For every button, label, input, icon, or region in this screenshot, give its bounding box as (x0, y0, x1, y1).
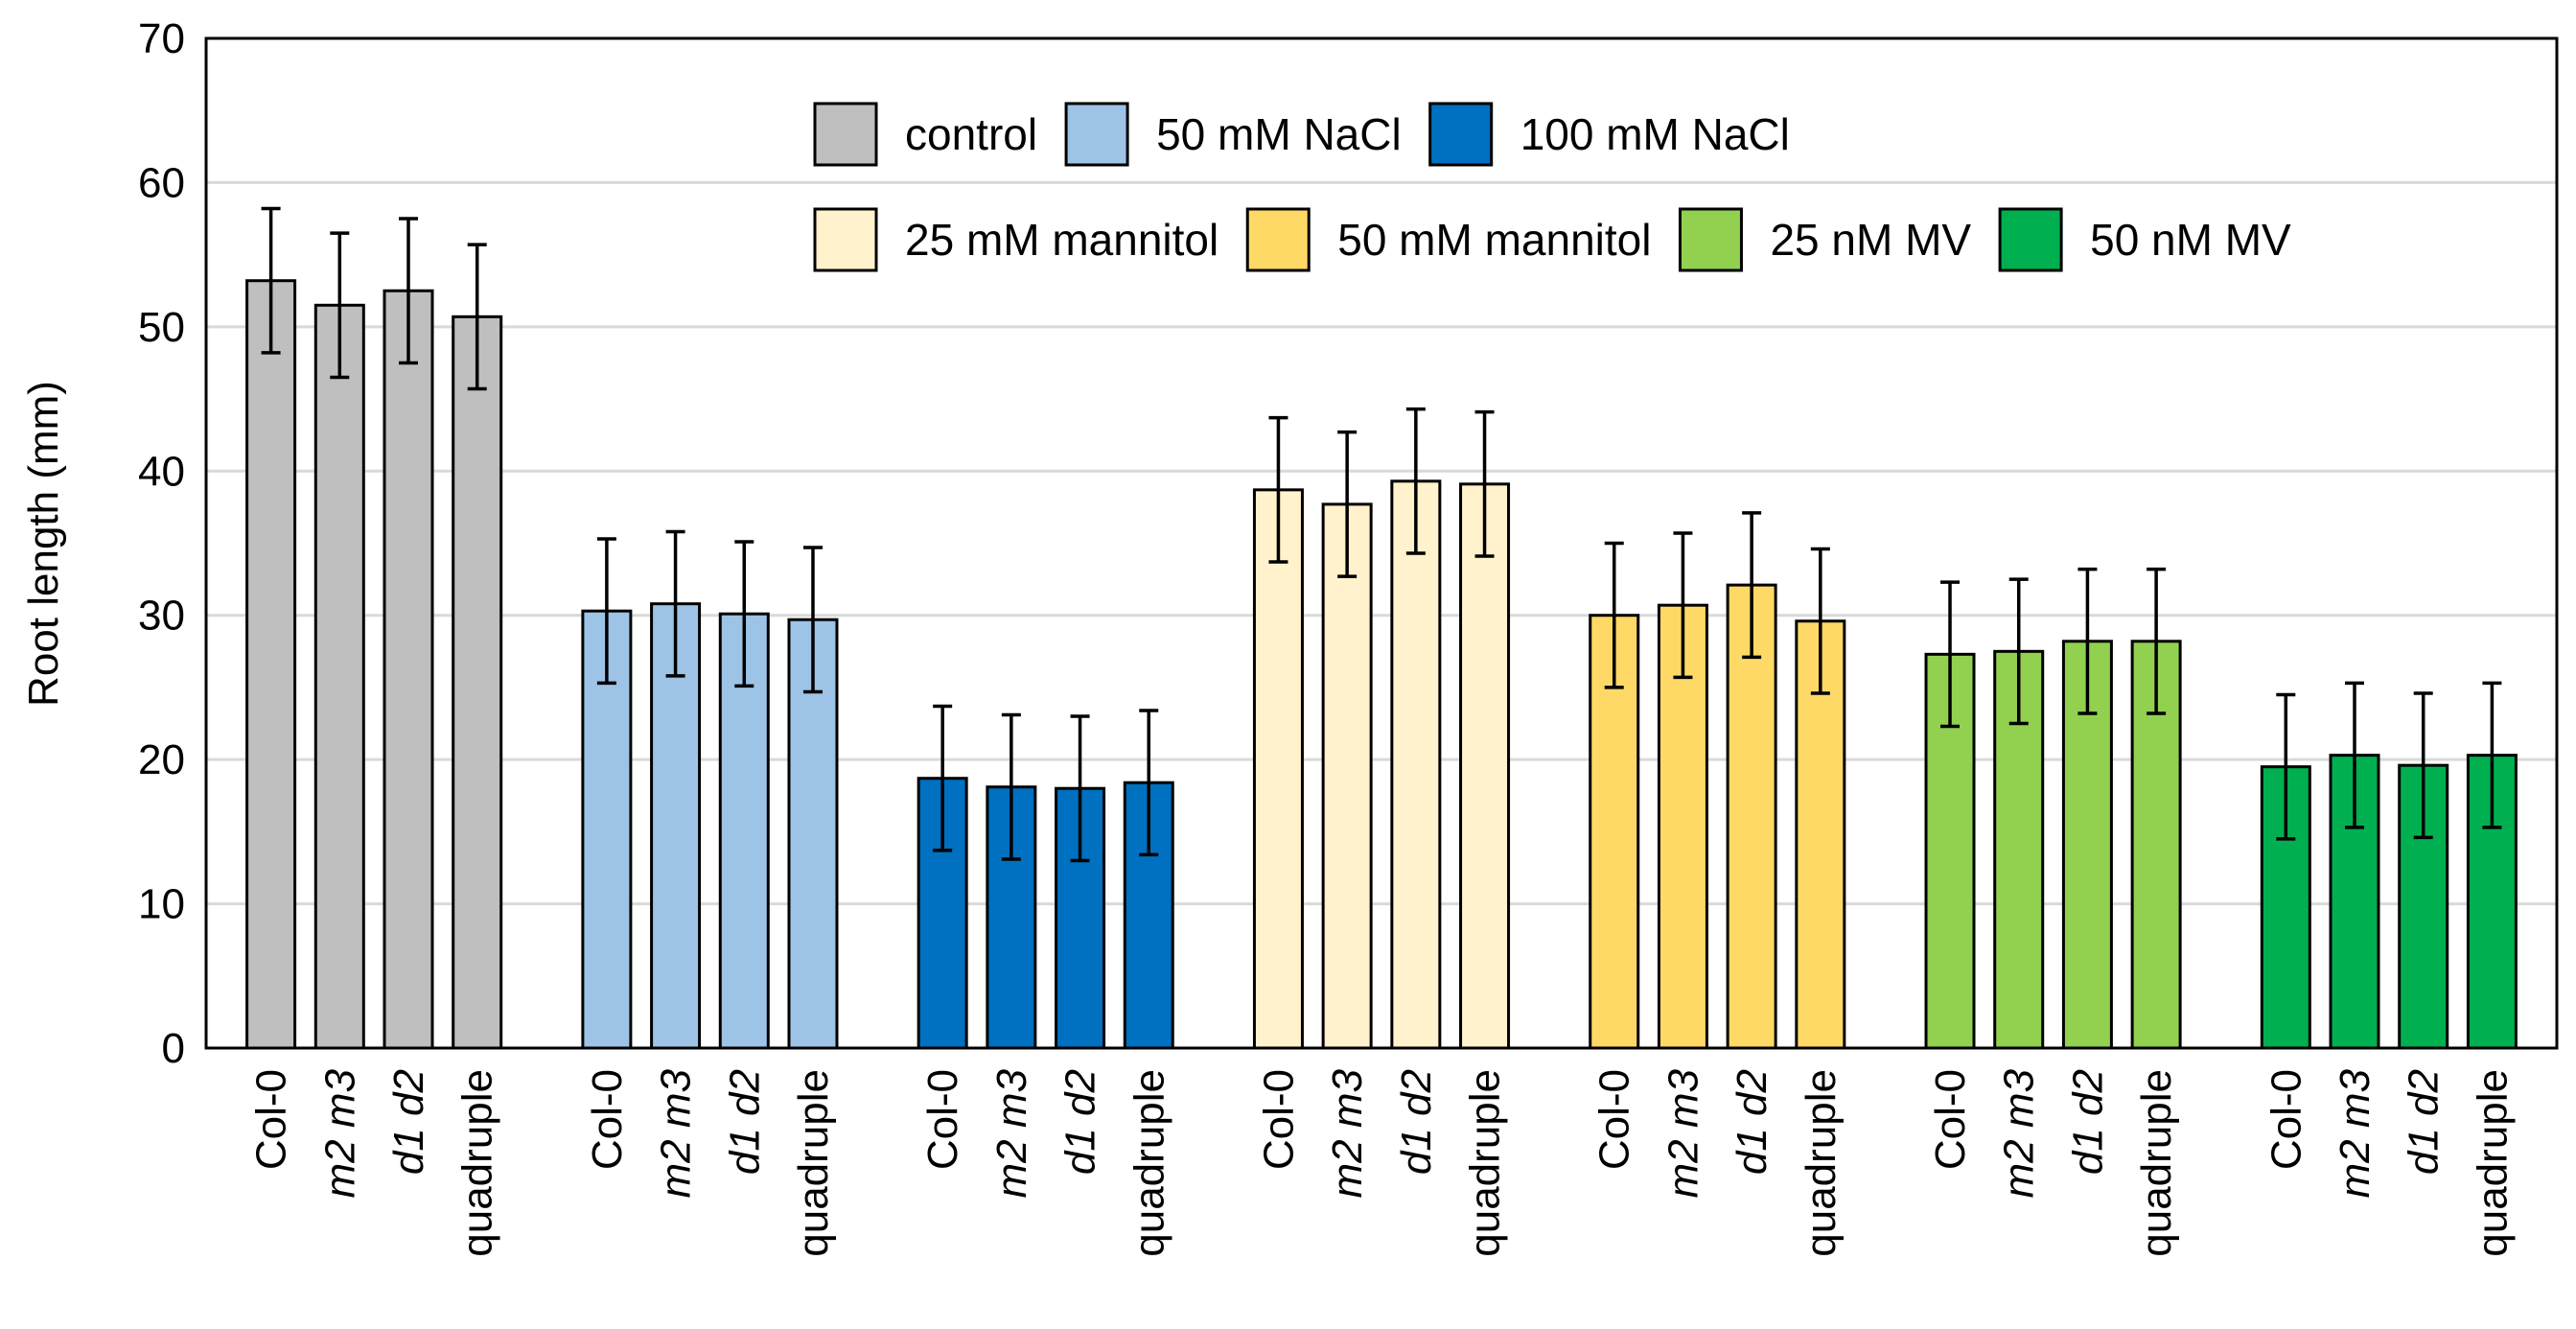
x-category-label: m2 m3 (2332, 1068, 2379, 1198)
y-tick-label: 0 (162, 1025, 185, 1072)
x-category-label: d1 d2 (2401, 1069, 2448, 1175)
legend-swatch (1998, 207, 2063, 272)
bar (1459, 482, 1511, 1050)
x-axis-labels: Col-0 m2 m3 d1 d2 quadruple Col-0 m2 m3 d1 d2 q… (248, 1068, 2517, 1256)
y-tick-label: 10 (138, 881, 185, 928)
x-category-label: Col-0 (584, 1069, 631, 1170)
x-category-label: d1 d2 (1057, 1069, 1104, 1175)
bar (1321, 502, 1373, 1050)
y-tick-label: 50 (138, 304, 185, 351)
x-category-label: quadruple (2469, 1069, 2516, 1257)
x-category-label: quadruple (2133, 1069, 2180, 1257)
bar (1657, 603, 1708, 1050)
bar (1726, 583, 1777, 1050)
bar (1252, 488, 1304, 1050)
legend-swatch (813, 207, 878, 272)
x-category-label: Col-0 (2263, 1069, 2309, 1170)
x-category-label: d1 d2 (721, 1069, 768, 1175)
bar (383, 289, 434, 1050)
x-category-label: quadruple (1798, 1069, 1845, 1257)
x-category-label: m2 m3 (988, 1068, 1035, 1198)
y-tick-label: 20 (138, 736, 185, 783)
gridlines (206, 180, 2557, 906)
x-category-label: m2 m3 (1996, 1068, 2043, 1198)
legend-label: 25 nM MV (1770, 215, 1971, 265)
legend-swatch (813, 102, 878, 167)
x-category-label: Col-0 (248, 1069, 295, 1170)
y-axis-label: Root length (mm) (20, 381, 67, 707)
legend-swatch (1064, 102, 1129, 167)
plot-area-frame (204, 36, 2559, 1050)
y-tick-label: 40 (138, 448, 185, 495)
bars (245, 206, 2518, 1050)
x-category-label: quadruple (1462, 1069, 1509, 1257)
x-category-label: quadruple (790, 1069, 837, 1257)
legend-swatch (1245, 207, 1311, 272)
x-category-label: m2 m3 (1324, 1068, 1371, 1198)
x-category-label: d1 d2 (2064, 1069, 2111, 1175)
bar (452, 315, 503, 1050)
y-tick-label: 30 (138, 593, 185, 640)
x-category-label: quadruple (1126, 1069, 1172, 1257)
legend-label: 50 mM NaCl (1156, 109, 1402, 159)
axes (204, 36, 2559, 1050)
x-category-label: d1 d2 (1729, 1069, 1775, 1175)
x-category-label: m2 m3 (316, 1068, 363, 1198)
x-category-label: Col-0 (1591, 1069, 1638, 1170)
x-category-label: Col-0 (1255, 1069, 1302, 1170)
legend: control 50 mM NaCl 100 mM NaCl 25 mM mannit… (813, 102, 2291, 272)
x-category-label: quadruple (454, 1069, 501, 1257)
x-category-label: d1 d2 (385, 1069, 432, 1175)
legend-label: 50 nM MV (2090, 215, 2291, 265)
bar (313, 303, 365, 1050)
x-category-label: Col-0 (1927, 1069, 1974, 1170)
x-category-label: m2 m3 (1659, 1068, 1706, 1198)
y-axis-ticks: 0 10 20 30 40 50 60 70 (138, 15, 185, 1072)
bar (245, 279, 297, 1050)
legend-swatch (1678, 207, 1743, 272)
x-category-label: m2 m3 (653, 1068, 700, 1198)
x-category-label: Col-0 (919, 1069, 966, 1170)
y-tick-label: 70 (138, 15, 185, 62)
y-tick-label: 60 (138, 159, 185, 206)
legend-label: 50 mM mannitol (1337, 215, 1651, 265)
legend-label: 100 mM NaCl (1520, 109, 1790, 159)
legend-label: control (905, 109, 1037, 159)
legend-swatch (1428, 102, 1494, 167)
legend-label: 25 mM mannitol (905, 215, 1218, 265)
bar (1390, 479, 1442, 1050)
bar (1123, 781, 1174, 1050)
x-category-label: d1 d2 (1393, 1069, 1440, 1175)
